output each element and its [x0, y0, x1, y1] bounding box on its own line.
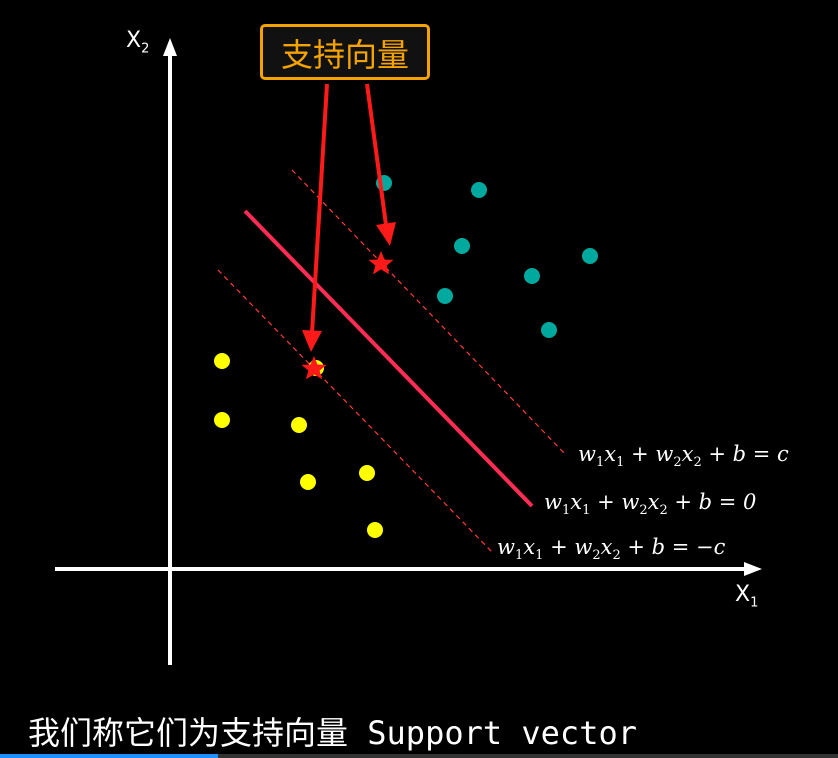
x-axis-arrowhead: [744, 562, 762, 576]
class-a-point: [437, 288, 453, 304]
class-a-point: [541, 322, 557, 338]
callout-arrow-right-shaft: [365, 83, 388, 226]
class-b-point: [359, 465, 375, 481]
hyperplane-equation: w1x1 + w2x2 + b = 0: [544, 490, 757, 519]
x-axis-label: X1: [735, 582, 759, 611]
hyperplane-line: [243, 209, 534, 508]
upper-margin-line: [291, 169, 567, 456]
class-b-point: [291, 417, 307, 433]
class-a-point: [582, 248, 598, 264]
support-vector-star-lower: [301, 356, 327, 380]
support-vector-star-upper: [368, 251, 394, 275]
support-vector-callout: 支持向量: [260, 24, 430, 80]
y-axis-arrowhead: [163, 38, 177, 56]
y-axis-label: X2: [126, 28, 150, 57]
lower-margin-equation: w1x1 + w2x2 + b = −c: [497, 535, 726, 564]
callout-arrow-left-head: [302, 330, 322, 352]
video-subtitle: 我们称它们为支持向量 Support vector: [28, 714, 637, 752]
class-b-point: [214, 353, 230, 369]
callout-arrow-left-shaft: [310, 83, 329, 334]
video-progress-bar[interactable]: [0, 754, 838, 758]
class-b-point: [300, 474, 316, 490]
class-a-point: [471, 182, 487, 198]
class-a-point: [524, 268, 540, 284]
upper-margin-equation: w1x1 + w2x2 + b = c: [578, 442, 789, 471]
callout-arrow-right-head: [376, 222, 396, 246]
class-a-point: [454, 238, 470, 254]
lower-margin-line: [217, 269, 493, 553]
class-b-point: [214, 412, 230, 428]
video-progress-fill: [0, 754, 218, 758]
class-b-point: [367, 522, 383, 538]
